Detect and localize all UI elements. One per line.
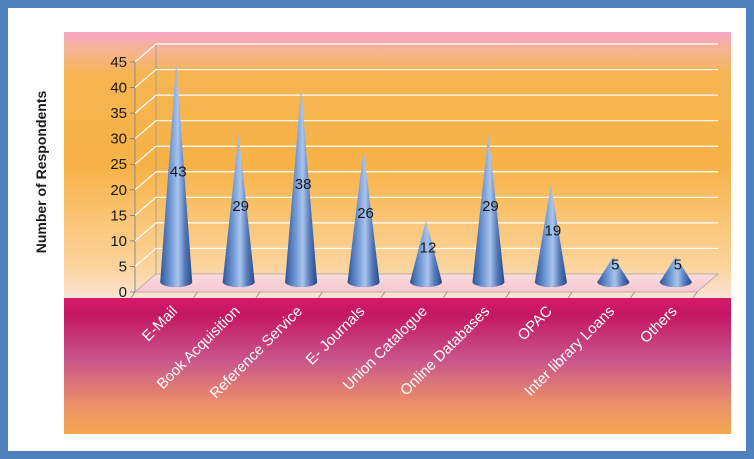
cone-body (285, 87, 318, 288)
gridline-side (134, 247, 157, 267)
data-label: 19 (545, 222, 562, 239)
gridline-side (134, 120, 157, 140)
x-tick-mark (442, 291, 448, 299)
x-tick-mark (692, 291, 698, 299)
data-label: 12 (420, 240, 437, 257)
data-label: 43 (170, 164, 187, 181)
cone-bars (160, 62, 692, 288)
data-label: 26 (357, 205, 374, 222)
gridline-side (134, 171, 157, 191)
y-tick-labels: 0 5 10 15 20 25 30 35 40 45 (110, 54, 135, 301)
y-tick-label: 40 (110, 80, 127, 97)
cone-body (659, 256, 692, 287)
data-label: 5 (611, 257, 619, 274)
x-tick-mark (630, 291, 635, 299)
cone-body (534, 184, 567, 287)
data-label: 5 (674, 257, 682, 274)
y-tick-label: 5 (119, 258, 127, 275)
gridline-side (134, 145, 157, 165)
x-tick-mark (193, 291, 198, 299)
cone-body (472, 133, 505, 287)
y-axis-title: Number of Respondents (33, 91, 49, 254)
cone-bar (659, 256, 692, 287)
y-tick-label: 45 (110, 54, 127, 71)
data-label: 29 (482, 198, 499, 215)
data-label: 38 (295, 176, 312, 193)
y-tick-label: 0 (119, 284, 127, 301)
gridline-side (134, 222, 157, 242)
x-tick-mark (505, 291, 510, 299)
x-tick-mark (567, 291, 573, 299)
gridlines (134, 43, 718, 267)
x-tick-mark (255, 291, 261, 299)
cone-bar (597, 256, 630, 287)
cone-bar (534, 184, 567, 287)
x-tick-marks (130, 291, 698, 299)
cone-bar (285, 87, 318, 288)
data-labels: 43 29 38 26 12 29 19 5 5 (170, 164, 682, 274)
x-tick-mark (318, 291, 323, 299)
y-tick-label: 35 (110, 105, 127, 122)
cone-body (347, 149, 380, 287)
cone-bar (160, 62, 193, 287)
cone-body (597, 256, 630, 287)
gridline-side (134, 43, 157, 63)
x-tick-mark (130, 291, 136, 299)
y-tick-label: 20 (110, 182, 127, 199)
y-tick-label: 15 (110, 207, 127, 224)
gridline-side (134, 69, 157, 89)
y-tick-label: 25 (110, 156, 127, 173)
cone-bar (472, 133, 505, 287)
cone-bar (347, 149, 380, 287)
x-tick-mark (380, 291, 386, 299)
cone-body (410, 220, 442, 287)
lower-band (64, 298, 731, 434)
cone-bar (410, 220, 442, 287)
cone-body (160, 62, 193, 287)
gridline-side (134, 196, 157, 216)
gridline-side (134, 94, 157, 114)
data-label: 29 (232, 198, 249, 215)
y-tick-label: 10 (110, 233, 127, 250)
y-tick-label: 30 (110, 131, 127, 148)
cone-bar (222, 133, 255, 287)
cone-body (222, 133, 255, 287)
